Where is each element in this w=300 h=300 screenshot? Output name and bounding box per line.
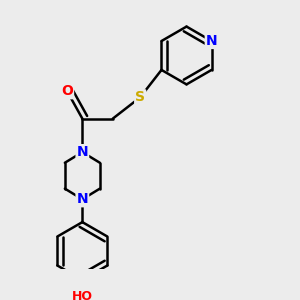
Text: N: N: [76, 192, 88, 206]
Text: N: N: [206, 34, 218, 48]
Text: HO: HO: [72, 290, 93, 300]
Text: S: S: [135, 90, 145, 104]
Text: O: O: [61, 84, 73, 98]
Text: N: N: [76, 145, 88, 159]
